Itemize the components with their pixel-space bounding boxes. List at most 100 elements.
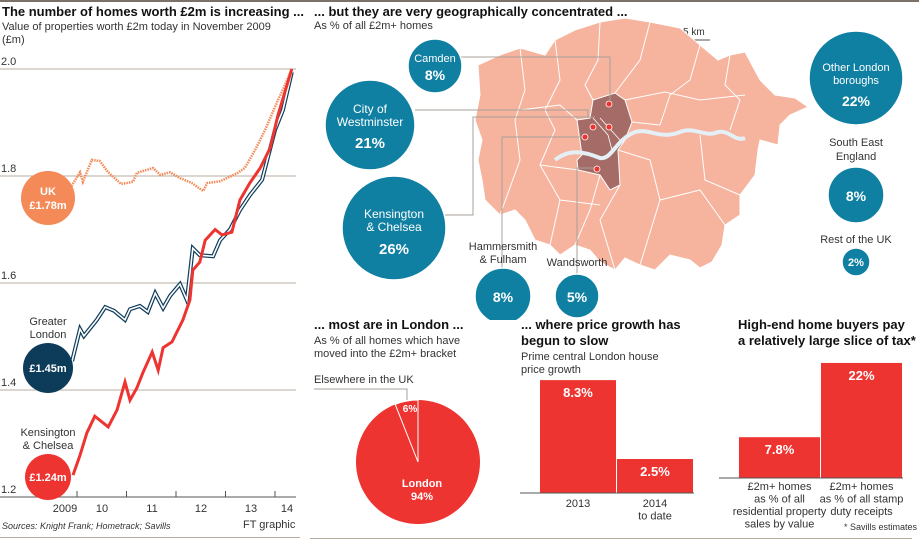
y-tick-label: 1.4 [1,377,16,389]
growth-subtitle-2: price growth [521,364,581,376]
growth-bar-label: 8.3% [563,385,593,400]
other-london-value: 22% [842,93,871,109]
kensington-bubble [25,454,71,500]
rest-uk-label: Rest of the UK [820,234,892,246]
x-tick-label: 11 [146,503,157,515]
wandsworth-value: 5% [567,289,588,305]
growth-category-label: to date [638,511,672,523]
tax-category-label: residential property [733,506,827,518]
line-chart-title: The number of homes worth £2m is increas… [2,4,304,19]
kensington-label-1: Kensington [364,207,424,221]
hammersmith-label-2: & Fulham [479,254,526,266]
river-thames [553,128,746,162]
pie-subtitle-1: As % of all homes which have [314,335,461,347]
x-tick-label: 2009 [53,503,77,515]
pie-subtitle-2: moved into the £2m+ bracket [314,348,457,360]
growth-category-label: 2013 [566,498,590,510]
growth-category-label: 2014 [643,498,667,510]
westminster-dot [589,123,597,131]
wandsworth-bubble [554,273,600,319]
x-tick-label: 14 [281,503,293,515]
other-london-label-2: boroughs [833,75,879,87]
westminster-bubble [324,79,416,171]
leader-lines [415,56,611,275]
camden-bubble [407,38,463,94]
growth-subtitle-1: Prime central London house [521,351,659,363]
kensington-bubble [341,175,447,281]
wandsworth-label: Wandsworth [547,257,608,269]
south-east-value: 8% [846,188,867,204]
hammersmith-bubble [474,267,532,320]
x-tick-label: 10 [96,503,108,515]
pie-slice-london [356,400,481,524]
rest-uk-value: 2% [848,257,864,269]
scale-label: 5 km [683,27,705,38]
hammersmith-value: 8% [493,289,514,305]
ft-graphic-credit: FT graphic [243,519,296,531]
south-east-bubble [827,166,885,224]
camden-dot [605,100,613,108]
tax-bar [739,437,820,478]
tax-category-label: as % of all stamp [820,494,904,506]
pie-elsewhere-value: 6% [403,404,418,415]
kensington-dot [581,133,589,141]
x-tick-label: 13 [245,503,257,515]
tax-category-label: sales by value [745,519,815,531]
pie-title: ... most are in London ... [314,317,464,332]
rest-uk-bubble [841,247,871,277]
y-tick-label: 2.0 [1,56,16,68]
tax-category-label: £2m+ homes [748,481,812,493]
kensington-label-2: & Chelsea [366,220,422,234]
map-subtitle: As % of all £2m+ homes [314,20,433,32]
tax-category-label: as % of all [754,494,805,506]
sources-note: Sources: Knight Frank; Hometrack; Savill… [2,521,171,531]
growth-bar [540,380,616,493]
tax-bar-label: 7.8% [765,442,795,457]
tax-category-label: £2m+ homes [830,481,894,493]
uk-series-name: UK [40,186,56,198]
y-tick-label: 1.2 [1,484,16,496]
kensington-value: 26% [379,241,409,258]
pie-london-value: 94% [411,491,433,503]
y-tick-label: 1.8 [1,163,16,175]
kensington-name-2: & Chelsea [23,440,75,452]
savills-footnote: * Savills estimates [844,522,918,532]
south-east-label-1: South East [829,137,883,149]
growth-title-1: ... where price growth has [521,317,681,332]
wandsworth-dot [593,165,601,173]
bottom-rule-left [0,537,300,538]
line-chart-subtitle: Value of properties worth £2m today in N… [2,21,271,33]
greater-london-label: Greater London [29,316,67,341]
uk-bubble [21,171,75,225]
pie-leader-line [314,388,408,400]
tax-bar-label: 22% [848,368,874,383]
top-rule [0,0,919,2]
greater-london-series-inner [71,72,293,362]
westminster-value: 21% [355,135,385,152]
growth-bar [617,459,693,493]
map-title: ... but they are very geographically con… [314,4,628,19]
kensington-series-line [71,68,294,476]
line-chart-unit: (£m) [2,34,25,46]
x-tick-label: 12 [195,503,207,515]
bottom-rule-right [310,538,912,539]
tax-bar [821,362,902,478]
tax-title-2: a relatively large slice of tax* [738,333,916,348]
greater-london-bubble [23,343,73,393]
uk-value-label: £1.78m [29,200,67,212]
camden-value: 8% [425,67,446,83]
borough-boundaries [499,21,746,271]
pie-slice-elsewhere [394,399,419,463]
line-chart: 2.0 1.8 1.6 1.4 1.2 2009 10 11 12 13 14 UK £1.78m £1.… [0,56,296,515]
kensington-name-1: Kensington [20,427,75,439]
other-london-label-1: Other London [822,62,889,74]
pie-london-name: London [402,478,443,490]
westminster-label-2: Westminster [337,115,403,129]
greater-london-value-label: £1.45m [29,363,67,375]
south-east-label-2: England [836,151,876,163]
growth-title-2: begun to slow [521,333,609,348]
westminster-dot-2 [605,123,613,131]
growth-bar-label: 2.5% [640,464,670,479]
westminster-label-1: City of [353,102,388,116]
tax-title-1: High-end home buyers pay [738,317,905,332]
